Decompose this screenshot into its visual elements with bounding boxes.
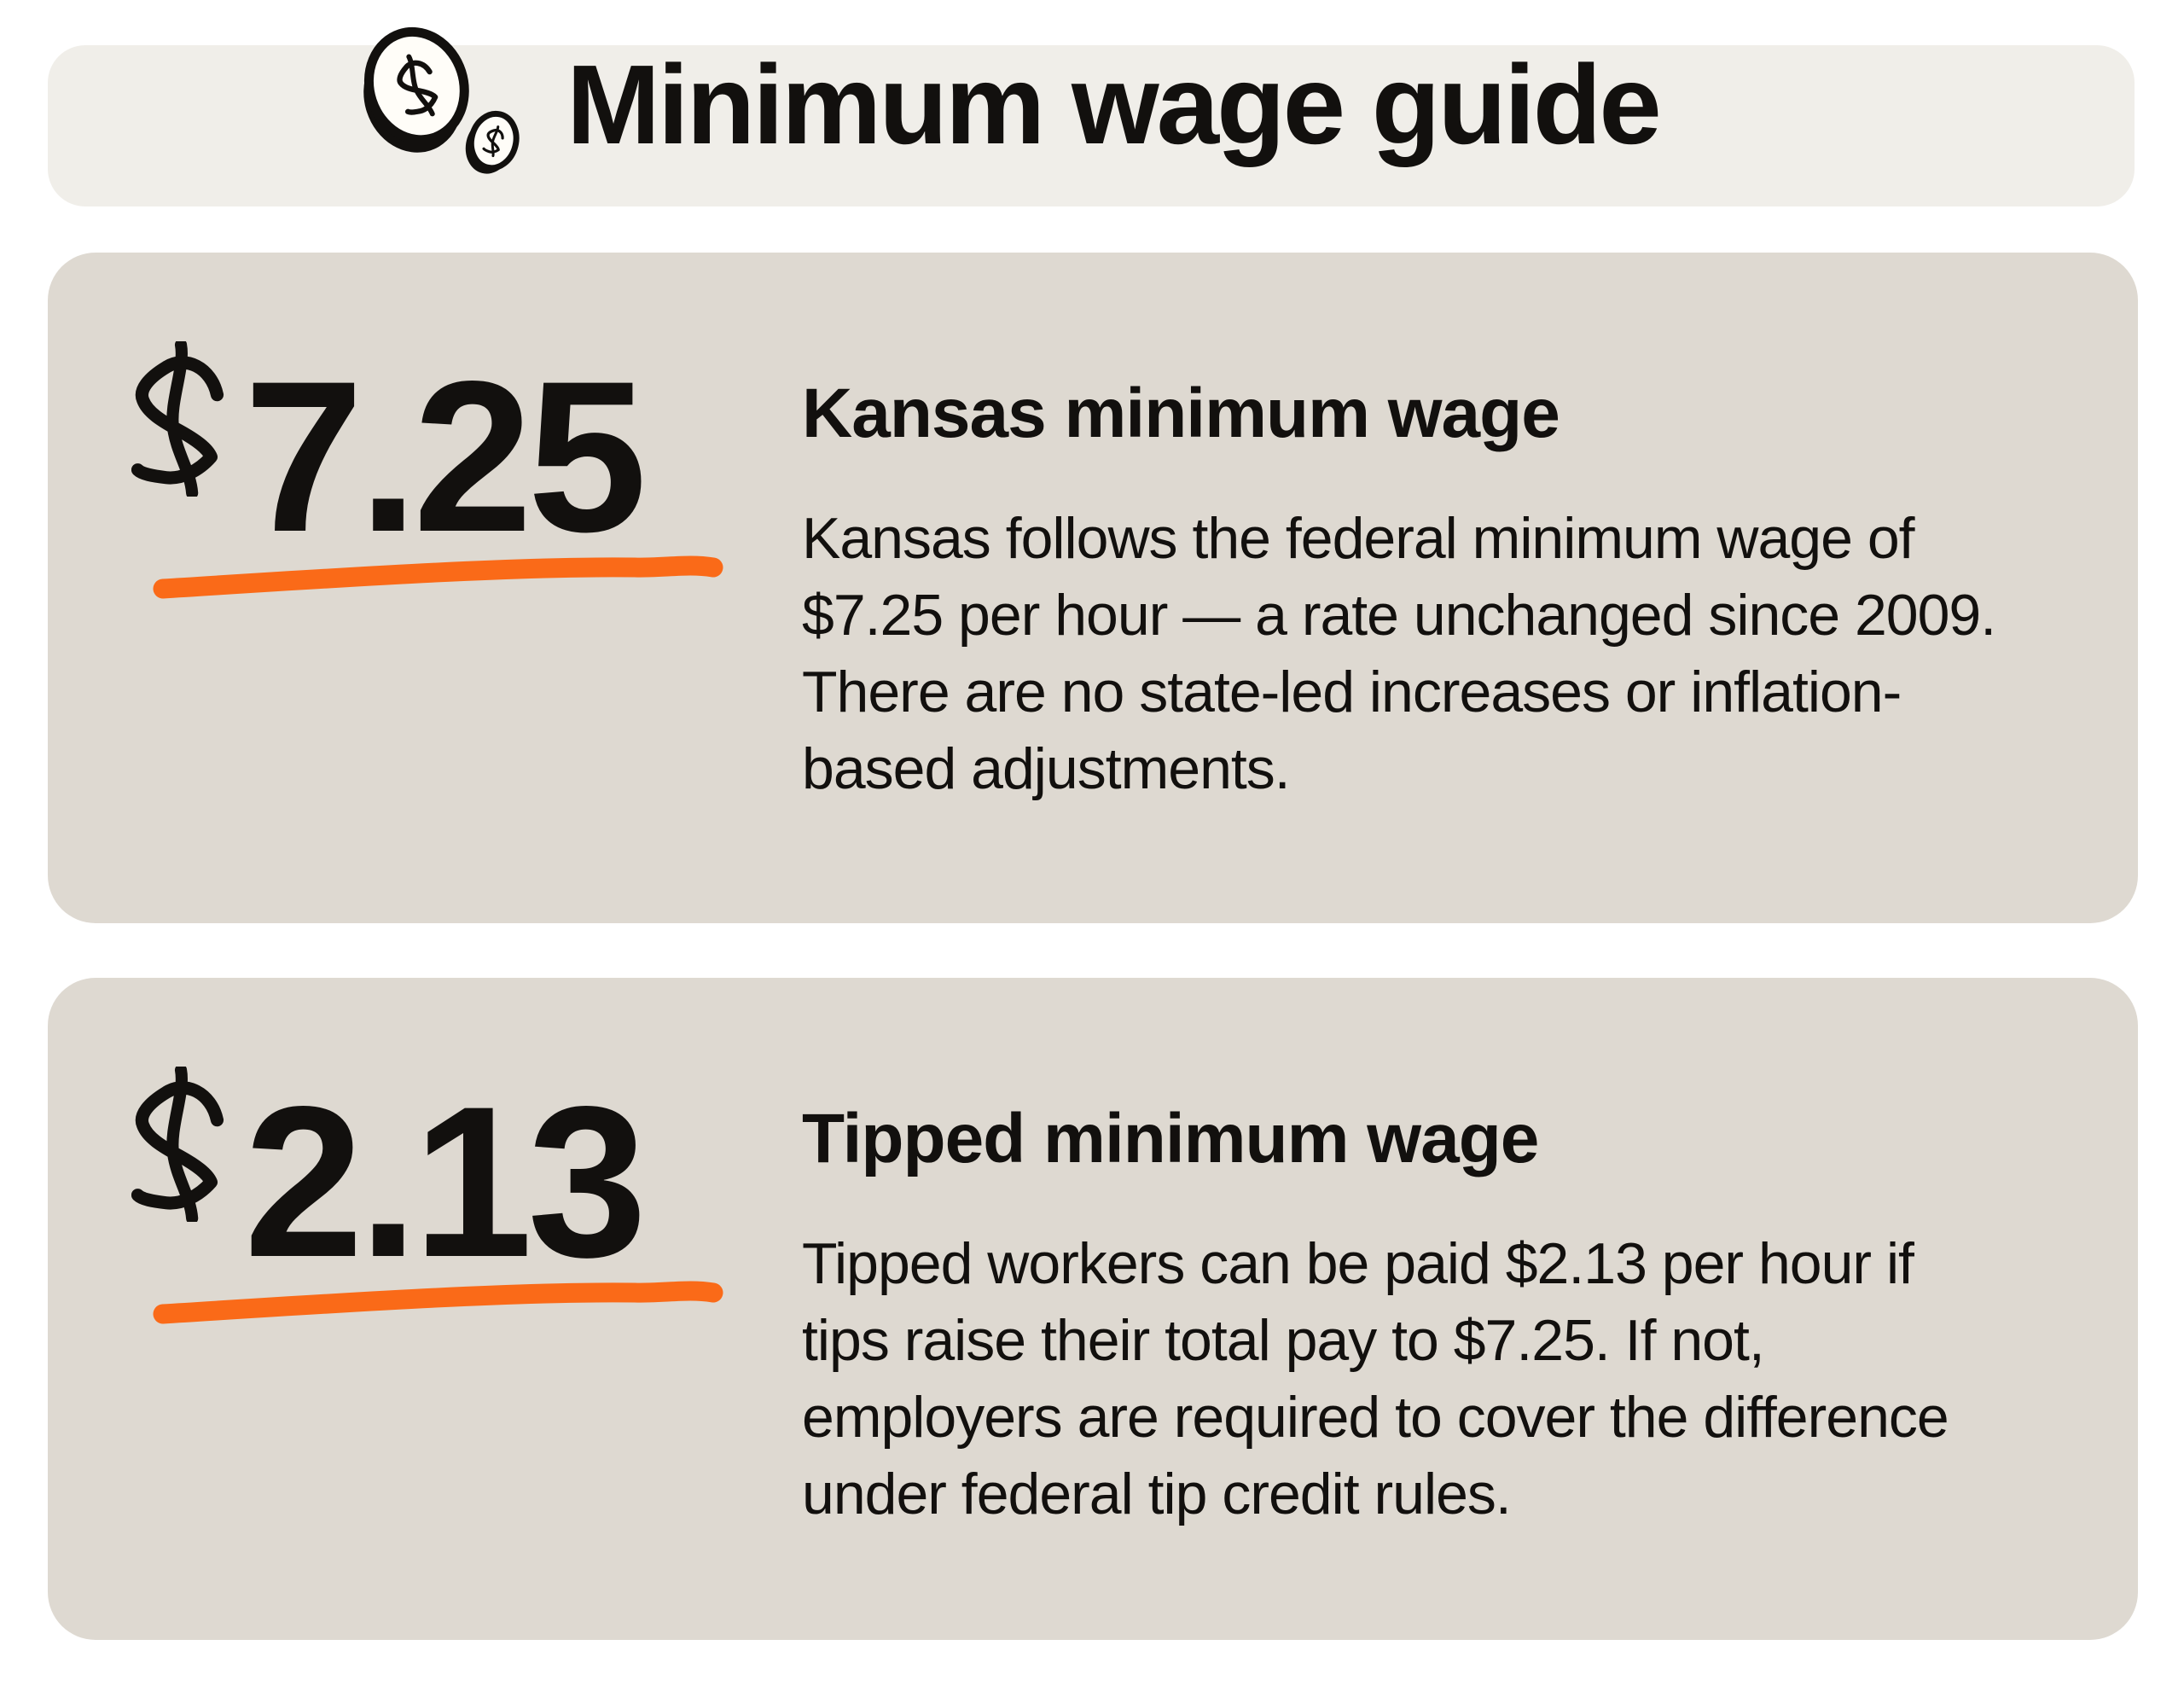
amount-value: 2.13 (244, 1062, 647, 1302)
card-body-text: Kansas follows the federal minimum wage … (802, 506, 1996, 801)
hand-drawn-dollar-icon (131, 341, 224, 497)
card-heading: Kansas minimum wage (802, 375, 1560, 452)
card-kansas-minimum-wage: 7.25 Kansas minimum wage Kansas follows … (48, 253, 2138, 923)
orange-underline-stroke (153, 1281, 723, 1324)
orange-underline-stroke (153, 555, 723, 599)
amount-value: 7.25 (244, 337, 647, 577)
large-coin-icon (363, 26, 469, 153)
card-tipped-minimum-wage: 2.13 Tipped minimum wage Tipped workers … (48, 978, 2138, 1640)
card-body-text: Tipped workers can be paid $2.13 per hou… (802, 1231, 1949, 1526)
small-coin-icon (465, 110, 520, 174)
dollar-coins-icon (363, 26, 520, 174)
hand-drawn-dollar-icon (131, 1067, 224, 1222)
card-heading: Tipped minimum wage (802, 1100, 1539, 1177)
page-title: Minimum wage guide (566, 42, 1662, 167)
